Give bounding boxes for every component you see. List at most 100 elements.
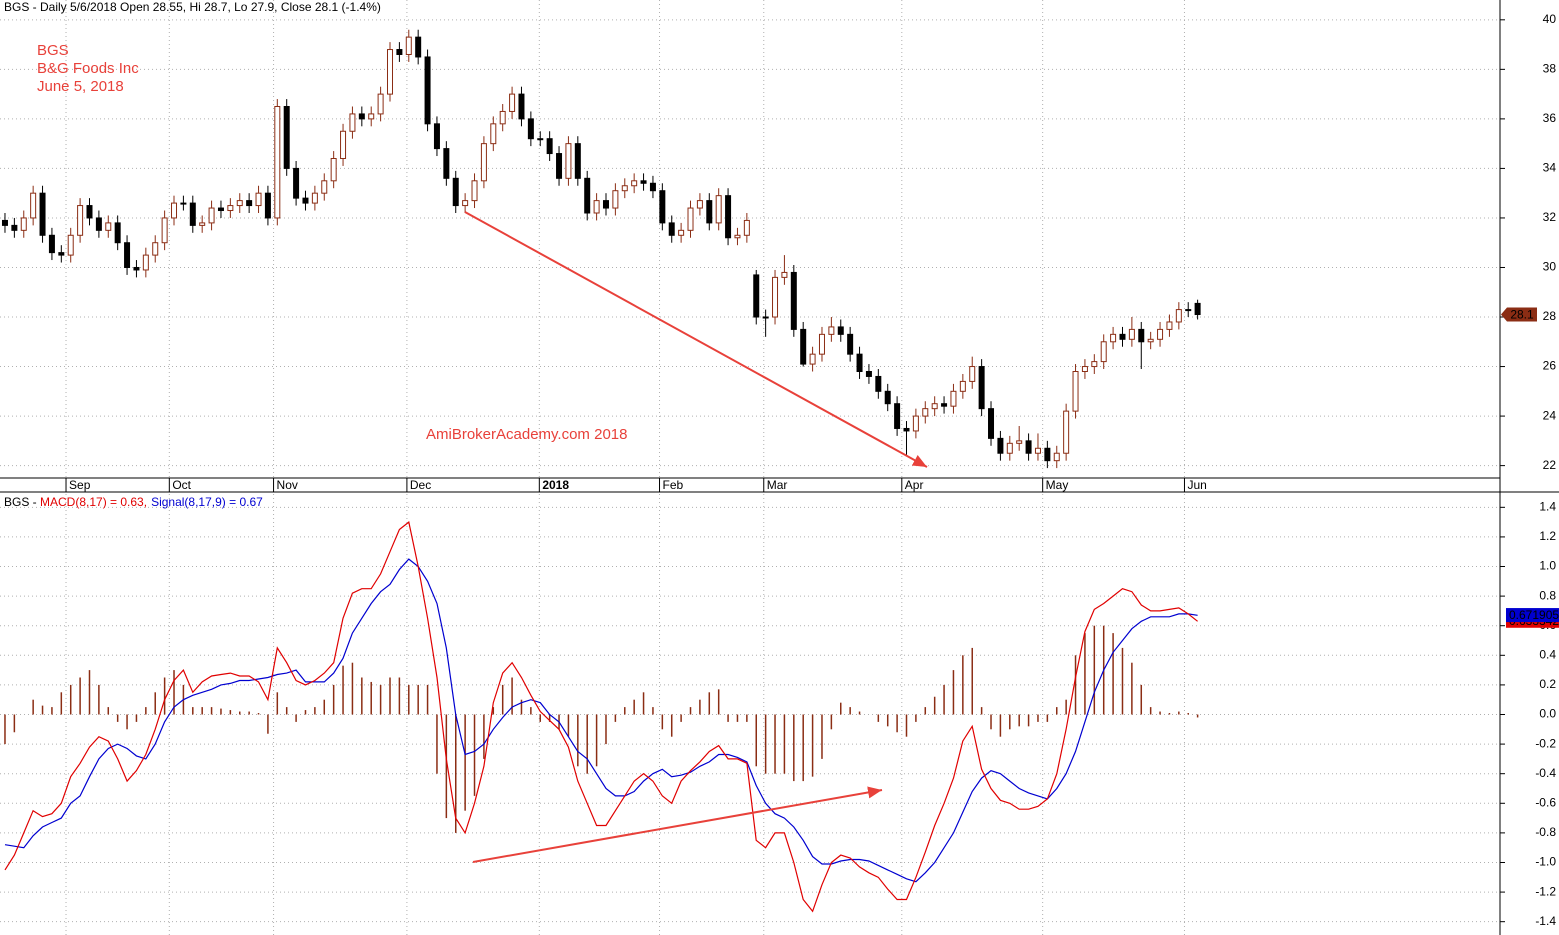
candle-body [283, 105, 290, 169]
y-tick-label: -0.4 [1535, 766, 1556, 780]
y-tick-label: 36 [1543, 111, 1557, 125]
candle-body [330, 158, 337, 182]
candle-body [274, 105, 281, 219]
candle-body [30, 192, 37, 219]
candle-body [293, 167, 300, 199]
y-tick-label: -1.2 [1535, 884, 1556, 898]
candle-body [556, 153, 563, 179]
candle-body [631, 180, 638, 187]
candle-body [527, 118, 534, 140]
candle-body [668, 222, 675, 236]
candle-body [809, 353, 816, 365]
candle-body [255, 192, 262, 207]
candle-body [640, 180, 647, 184]
candle-body [602, 200, 609, 209]
candle-body [1147, 338, 1154, 343]
candle-body [161, 217, 168, 244]
candle-body [396, 49, 403, 55]
candle-body [574, 143, 581, 179]
candle-body [95, 217, 102, 231]
annotation: BGS [37, 42, 69, 59]
y-tick-label: 24 [1543, 408, 1557, 422]
candle-body [1185, 309, 1192, 312]
annotation: June 5, 2018 [37, 78, 124, 95]
macd-legend: BGS - MACD(8,17) = 0.63, Signal(8,17,9) =… [4, 495, 263, 509]
x-tick-label: Dec [410, 478, 431, 492]
y-tick-label: 38 [1543, 62, 1557, 76]
y-tick-label: 30 [1543, 260, 1557, 274]
candle-body [762, 316, 769, 319]
candle-body [1044, 447, 1051, 462]
candle-body [246, 200, 253, 207]
x-tick-label: Apr [905, 478, 924, 492]
candle-body [340, 130, 347, 160]
candle-body [264, 192, 271, 219]
candle-body [180, 202, 187, 205]
candle-body [818, 333, 825, 355]
candle-body [152, 242, 159, 256]
legend-entry: MACD(8,17) = 0.63, [40, 495, 147, 509]
watermark: AmiBrokerAcademy.com 2018 [426, 426, 627, 443]
candle-body [189, 202, 196, 226]
x-tick-label: Mar [767, 478, 788, 492]
candle-body [236, 200, 243, 207]
y-tick-label: -1.4 [1535, 914, 1556, 928]
candle-body [77, 205, 84, 236]
y-tick-label: 34 [1543, 161, 1557, 175]
candle-body [133, 266, 140, 271]
candle-body [199, 222, 206, 226]
candle-body [894, 403, 901, 429]
candle-body [696, 200, 703, 209]
y-tick-label: 1.0 [1539, 559, 1556, 573]
candle-body [790, 271, 797, 330]
candle-body [405, 36, 412, 55]
indicator-line [4, 558, 1198, 883]
annotation: B&G Foods Inc [37, 60, 139, 77]
y-tick-label: 26 [1543, 359, 1557, 373]
candle-body [518, 93, 525, 120]
y-tick-label: 28 [1543, 309, 1557, 323]
candle-body [105, 222, 112, 231]
last-price-tag [1501, 307, 1537, 322]
y-tick-label: -1.0 [1535, 855, 1556, 869]
candle-body [1166, 321, 1173, 330]
candle-body [546, 138, 553, 155]
candle-body [988, 408, 995, 439]
candle-body [227, 205, 234, 212]
candle-body [781, 271, 788, 278]
candle-body [997, 437, 1004, 454]
candle-body [377, 93, 384, 115]
candle-body [480, 143, 487, 182]
candle-body [959, 380, 966, 392]
candle-body [1100, 341, 1107, 363]
candle-body [462, 200, 469, 207]
candle-body [706, 200, 713, 224]
candle-body [20, 217, 27, 231]
candle-body [884, 390, 891, 405]
x-tick-label: 2018 [542, 478, 569, 492]
candle-body [171, 202, 178, 219]
candle-body [856, 353, 863, 373]
candle-body [48, 234, 55, 254]
x-tick-label: Oct [172, 478, 191, 492]
legend-prefix: BGS - [4, 495, 40, 509]
candle-body [1157, 328, 1164, 340]
candle-body [349, 113, 356, 132]
candle-body [950, 390, 957, 407]
candle-body [217, 207, 224, 212]
candle-body [1072, 371, 1079, 412]
y-tick-label: 0.8 [1539, 588, 1556, 602]
candle-body [452, 177, 459, 207]
candle-body [58, 252, 65, 256]
candle-body [124, 242, 131, 268]
x-tick-label: May [1046, 478, 1069, 492]
x-tick-label: Sep [69, 478, 91, 492]
candle-body [1138, 328, 1145, 343]
y-tick-label: 40 [1543, 12, 1557, 26]
x-tick-label: Jun [1187, 478, 1206, 492]
candle-body [11, 224, 18, 231]
candle-body [358, 113, 365, 120]
candle-body [1119, 333, 1126, 340]
last-price-label: 28.1 [1510, 308, 1534, 322]
